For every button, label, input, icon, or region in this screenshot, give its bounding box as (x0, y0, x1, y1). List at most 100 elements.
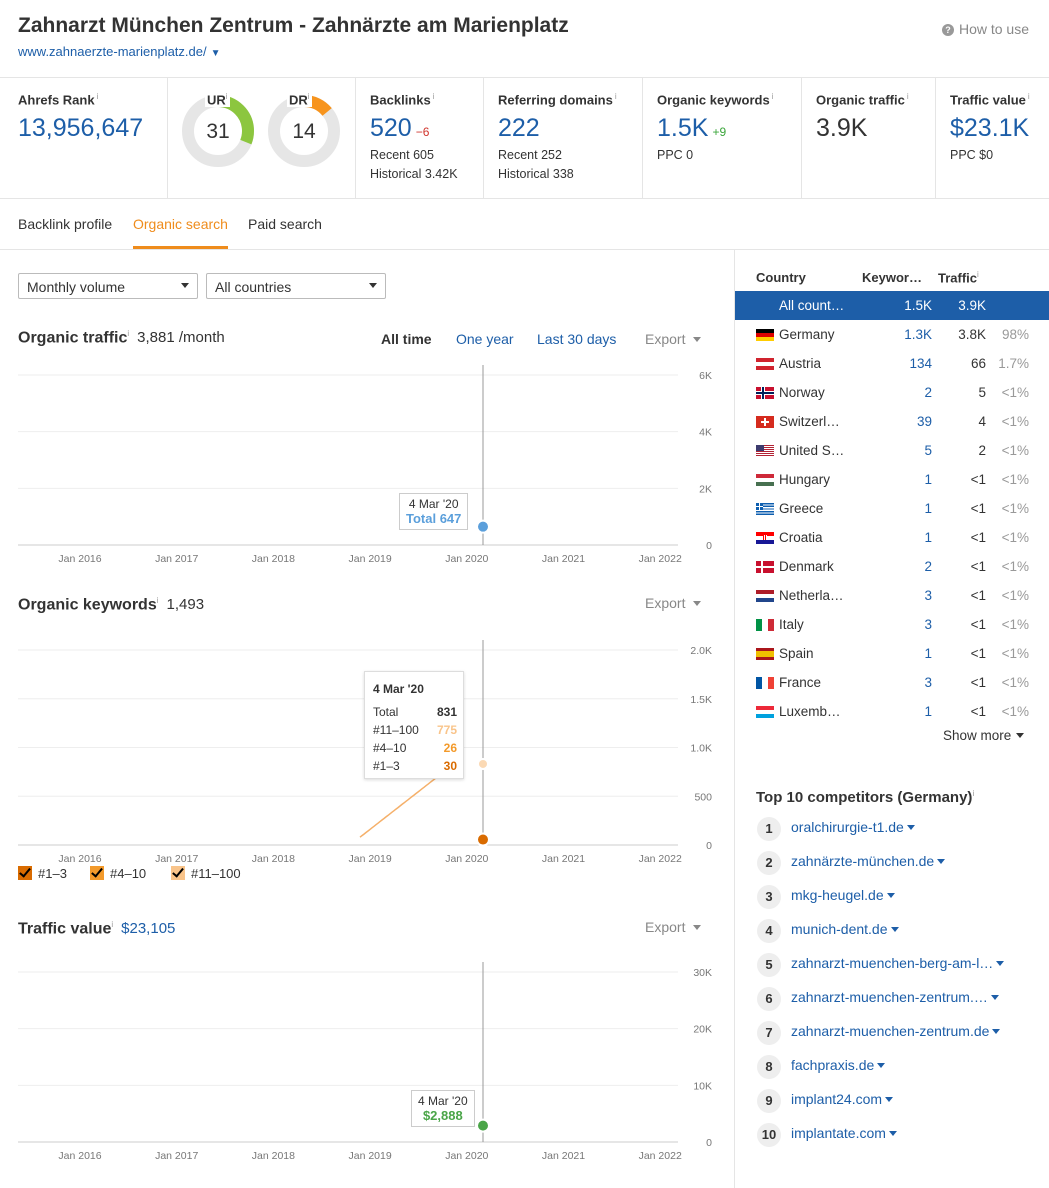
info-icon[interactable]: i (977, 270, 979, 279)
flag-ch-icon (756, 416, 774, 428)
info-icon[interactable]: i (906, 92, 909, 101)
range-last-30-days[interactable]: Last 30 days (537, 331, 617, 347)
country-row-es[interactable]: Spain 1 <1 <1% (735, 639, 1049, 668)
info-icon[interactable]: i (307, 92, 310, 101)
country-row-hr[interactable]: Croatia 1 <1 <1% (735, 523, 1049, 552)
country-keywords[interactable]: 2 (924, 559, 932, 574)
country-row-lu[interactable]: Luxemb… 1 <1 <1% (735, 697, 1049, 726)
country-keywords[interactable]: 3 (924, 675, 932, 690)
country-row-hu[interactable]: Hungary 1 <1 <1% (735, 465, 1049, 494)
country-row-dk[interactable]: Denmark 2 <1 <1% (735, 552, 1049, 581)
chevron-down-icon[interactable] (886, 893, 895, 898)
country-keywords[interactable]: 3 (924, 617, 932, 632)
chevron-down-icon[interactable] (888, 1131, 897, 1136)
country-row-it[interactable]: Italy 3 <1 <1% (735, 610, 1049, 639)
chevron-down-icon[interactable] (890, 927, 899, 932)
traffic-value-chart[interactable]: 30K 20K 10K 0 Jan 2016 Jan 2017 Jan 2018 Jan 20… (18, 962, 718, 1172)
organic-keywords-value[interactable]: 1.5K (657, 114, 709, 142)
country-keywords[interactable]: 1 (924, 530, 932, 545)
country-row-no[interactable]: Norway 2 5 <1% (735, 378, 1049, 407)
legend-rest[interactable]: #11–100 (171, 866, 241, 881)
competitor-link[interactable]: mkg-heugel.de (791, 887, 895, 903)
country-row-at[interactable]: Austria 134 66 1.7% (735, 349, 1049, 378)
country-keywords[interactable]: 1 (924, 501, 932, 516)
info-icon[interactable]: i (225, 92, 228, 101)
competitor-link[interactable]: zahnarzt-muenchen-zentrum.de (791, 1023, 1001, 1039)
info-icon[interactable]: i (111, 920, 114, 929)
info-icon[interactable]: i (432, 92, 435, 101)
country-row-gr[interactable]: Greece 1 <1 <1% (735, 494, 1049, 523)
country-row-us[interactable]: United S… 5 2 <1% (735, 436, 1049, 465)
country-keywords[interactable]: 1.3K (904, 327, 932, 342)
tab-paid-search[interactable]: Paid search (248, 216, 322, 232)
country-keywords[interactable]: 2 (924, 385, 932, 400)
traffic-value-total: $23,105 (121, 920, 176, 938)
competitor-link[interactable]: implant24.com (791, 1091, 894, 1107)
dr-gauge[interactable]: DRi 14 (267, 92, 345, 172)
competitor-link[interactable]: fachpraxis.de (791, 1057, 886, 1073)
competitor-link[interactable]: implantate.com (791, 1125, 897, 1141)
referring-domains-value[interactable]: 222 (498, 114, 540, 142)
chevron-down-icon[interactable] (906, 825, 915, 830)
country-keywords[interactable]: 134 (909, 356, 932, 371)
competitor-link[interactable]: zahnarzt-muenchen-berg-am-l… (791, 955, 1005, 971)
info-icon[interactable]: i (1027, 92, 1030, 101)
tab-organic-search[interactable]: Organic search (133, 216, 228, 232)
info-icon[interactable]: i (771, 92, 774, 101)
country-row-fr[interactable]: France 3 <1 <1% (735, 668, 1049, 697)
info-icon[interactable]: i (127, 329, 130, 338)
country-traffic: <1 (970, 617, 986, 632)
country-select[interactable]: All countries (206, 273, 386, 299)
ahrefs-rank-value[interactable]: 13,956,647 (18, 114, 144, 142)
competitor-item: 4 munich-dent.de (757, 919, 1047, 943)
country-keywords[interactable]: 1 (924, 704, 932, 719)
country-keywords[interactable]: 1.5K (904, 298, 932, 313)
country-keywords[interactable]: 3 (924, 588, 932, 603)
country-row-de[interactable]: Germany 1.3K 3.8K 98% (735, 320, 1049, 349)
country-keywords[interactable]: 5 (924, 443, 932, 458)
chevron-down-icon[interactable] (996, 961, 1005, 966)
chevron-down-icon[interactable] (990, 995, 999, 1000)
metric-organic-keywords: Organic keywords i 1.5K +9 PPC 0 (643, 78, 802, 198)
chevron-down-icon[interactable] (937, 859, 946, 864)
country-keywords[interactable]: 1 (924, 646, 932, 661)
traffic-value-value[interactable]: $23.1K (950, 114, 1030, 142)
chevron-down-icon[interactable] (992, 1029, 1001, 1034)
column-header-country[interactable]: Country (756, 270, 806, 285)
country-keywords[interactable]: 39 (916, 414, 932, 429)
competitor-link[interactable]: munich-dent.de (791, 921, 899, 937)
info-icon[interactable]: i (614, 92, 617, 101)
organic-traffic-chart[interactable]: 6K 4K 2K 0 Jan 2016 Jan 2017 Jan 2018 Jan 2019 J… (18, 365, 718, 570)
range-one-year[interactable]: One year (456, 331, 514, 347)
volume-select[interactable]: Monthly volume (18, 273, 198, 299)
ur-gauge[interactable]: URi 31 (181, 92, 259, 172)
export-button-keywords[interactable]: Export (645, 595, 702, 611)
legend-top10[interactable]: #4–10 (90, 866, 146, 881)
organic-keywords-chart[interactable]: 2.0K 1.5K 1.0K 500 0 Jan 2016 Jan 2017 Jan 2018… (18, 640, 718, 865)
country-keywords[interactable]: 1 (924, 472, 932, 487)
backlinks-value[interactable]: 520 (370, 114, 412, 142)
show-more-button[interactable]: Show more (943, 728, 1025, 743)
competitor-link[interactable]: zahnarzt-muenchen-zentrum.… (791, 989, 999, 1005)
column-header-keywords[interactable]: Keywor… (862, 270, 922, 285)
country-row-ch[interactable]: Switzerl… 39 4 <1% (735, 407, 1049, 436)
how-to-use-link[interactable]: ? How to use (941, 21, 1029, 37)
range-all-time[interactable]: All time (381, 331, 432, 347)
tab-backlink-profile[interactable]: Backlink profile (18, 216, 113, 232)
country-row-nl[interactable]: Netherla… 3 <1 <1% (735, 581, 1049, 610)
competitor-link[interactable]: oralchirurgie-t1.de (791, 819, 915, 835)
export-button-traffic[interactable]: Export (645, 331, 702, 347)
info-icon[interactable]: i (156, 596, 159, 605)
legend-top3[interactable]: #1–3 (18, 866, 67, 881)
competitor-link[interactable]: zahnärzte-münchen.de (791, 853, 946, 869)
site-url-link[interactable]: www.zahnaerzte-marienplatz.de/▼ (18, 44, 221, 59)
column-header-traffic[interactable]: Traffici (938, 270, 979, 285)
info-icon[interactable]: i (96, 92, 99, 101)
tooltip-row-total: Total 831 (373, 705, 457, 719)
country-row-all[interactable]: All count… 1.5K 3.9K (735, 291, 1049, 320)
tooltip-row-top3: #1–3 30 (373, 759, 457, 773)
export-button-value[interactable]: Export (645, 919, 702, 935)
chevron-down-icon[interactable] (877, 1063, 886, 1068)
info-icon[interactable]: i (972, 789, 975, 798)
chevron-down-icon[interactable] (885, 1097, 894, 1102)
